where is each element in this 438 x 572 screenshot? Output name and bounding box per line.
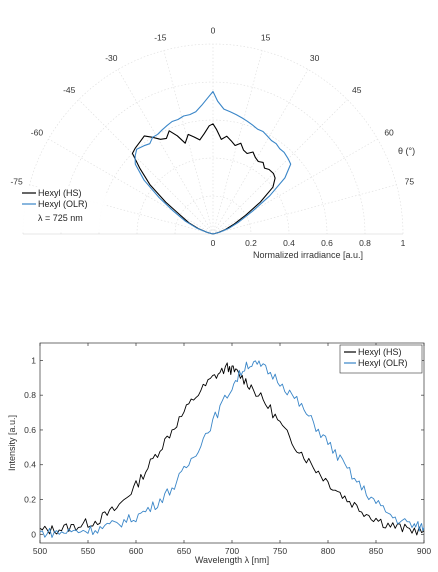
polar-legend-note: λ = 725 nm <box>38 213 83 223</box>
y-tick-label: 0.6 <box>24 425 36 435</box>
theta-tick-label: -15 <box>154 33 167 43</box>
theta-tick-label: 45 <box>352 85 362 95</box>
polar-grid-spoke <box>163 50 214 235</box>
r-tick-label: 0.4 <box>283 238 295 248</box>
x-tick-label: 500 <box>33 546 47 556</box>
polar-legend-label: Hexyl (HS) <box>38 188 82 198</box>
theta-tick-label: 30 <box>310 53 320 63</box>
polar-grid-arc <box>174 195 252 235</box>
theta-tick-label: -30 <box>105 53 118 63</box>
r-tick-label: 1 <box>401 238 406 248</box>
theta-tick-label: 15 <box>261 33 271 43</box>
theta-tick-label: 0 <box>211 26 216 36</box>
polar-grid-arc <box>136 157 290 235</box>
x-tick-label: 600 <box>129 546 143 556</box>
x-tick-label: 550 <box>81 546 95 556</box>
x-tick-label: 700 <box>225 546 239 556</box>
theta-axis-label: θ (°) <box>398 146 415 156</box>
polar-grid-spoke <box>78 99 214 235</box>
polar-grid-spoke <box>212 69 309 235</box>
line-series-0 <box>39 362 425 536</box>
y-tick-label: 0.8 <box>24 390 36 400</box>
theta-tick-label: -75 <box>10 176 23 186</box>
polar-legend-label: Hexyl (OLR) <box>38 199 88 209</box>
y-tick-label: 0.2 <box>24 495 36 505</box>
x-tick-label: 900 <box>417 546 431 556</box>
x-axis-label: Wavelength λ [nm] <box>195 555 269 565</box>
line-legend-label: Hexyl (OLR) <box>358 358 408 368</box>
line-legend-box <box>339 344 423 374</box>
line-chart: 500 550 600 650 700 750 800 850 900 0 0.2 0.4 0.6 0.8… <box>7 342 431 565</box>
polar-grid-spoke <box>48 138 214 235</box>
theta-tick-label: 60 <box>384 127 394 137</box>
x-tick-label: 750 <box>273 546 287 556</box>
polar-chart: -75 -60 -45 -30 -15 0 15 30 45 60 75 θ (°) 0 0.2 0.4 0.… <box>10 26 415 260</box>
r-tick-label: 0.6 <box>321 238 333 248</box>
r-tick-label: 0.2 <box>245 238 257 248</box>
y-axis-label: Intensity [a.u.] <box>7 415 17 471</box>
r-tick-label: 0.8 <box>359 238 371 248</box>
line-legend-label: Hexyl (HS) <box>358 347 402 357</box>
polar-grid-spoke <box>117 69 214 235</box>
x-tick-label: 850 <box>369 546 383 556</box>
polar-grid-spoke <box>212 50 263 235</box>
r-axis-label: Normalized irradiance [a.u.] <box>253 250 363 260</box>
y-tick-label: 0.4 <box>24 460 36 470</box>
line-series-1 <box>39 360 425 538</box>
polar-grid-spoke <box>212 184 397 235</box>
y-tick-label: 1 <box>31 355 36 365</box>
polar-grid-spoke <box>212 99 348 235</box>
r-tick-label: 0 <box>211 238 216 248</box>
polar-series-line-1 <box>134 90 292 235</box>
y-tick-label: 0 <box>31 529 36 539</box>
theta-tick-label: -45 <box>63 85 76 95</box>
polar-legend-box <box>18 187 106 231</box>
polar-grid-arc <box>98 119 328 235</box>
polar-grid-spoke <box>212 138 378 235</box>
x-tick-label: 800 <box>321 546 335 556</box>
x-tick-label: 650 <box>177 546 191 556</box>
theta-tick-label: -60 <box>31 127 44 137</box>
theta-tick-label: 75 <box>405 176 415 186</box>
